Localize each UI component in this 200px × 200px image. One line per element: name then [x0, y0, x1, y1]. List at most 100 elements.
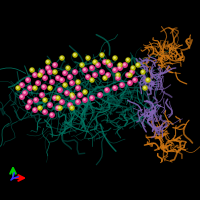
- Circle shape: [91, 67, 92, 68]
- Circle shape: [21, 84, 22, 85]
- Circle shape: [43, 86, 44, 87]
- Circle shape: [96, 63, 100, 67]
- Circle shape: [133, 78, 137, 82]
- Circle shape: [97, 64, 98, 65]
- Circle shape: [26, 105, 30, 109]
- Circle shape: [120, 83, 124, 87]
- Circle shape: [114, 57, 115, 58]
- Circle shape: [33, 86, 37, 90]
- Circle shape: [24, 92, 25, 93]
- Circle shape: [39, 107, 40, 108]
- Circle shape: [103, 76, 107, 80]
- Circle shape: [53, 63, 57, 67]
- Circle shape: [49, 104, 50, 105]
- Circle shape: [84, 99, 85, 100]
- Circle shape: [90, 66, 94, 70]
- Circle shape: [65, 91, 69, 95]
- Circle shape: [33, 73, 37, 77]
- Circle shape: [132, 67, 133, 68]
- Circle shape: [113, 68, 117, 72]
- Circle shape: [126, 73, 130, 77]
- Circle shape: [76, 80, 80, 84]
- Circle shape: [87, 76, 88, 77]
- Circle shape: [66, 66, 70, 70]
- Circle shape: [49, 71, 50, 72]
- Circle shape: [64, 84, 65, 85]
- Circle shape: [79, 94, 80, 95]
- Circle shape: [91, 97, 92, 98]
- Circle shape: [26, 78, 30, 82]
- Circle shape: [77, 81, 78, 82]
- Circle shape: [137, 64, 138, 65]
- Circle shape: [28, 86, 32, 90]
- Circle shape: [98, 93, 102, 97]
- Circle shape: [78, 93, 82, 97]
- Circle shape: [47, 61, 48, 62]
- Circle shape: [113, 86, 117, 90]
- Circle shape: [116, 76, 120, 80]
- Circle shape: [34, 87, 35, 88]
- Circle shape: [23, 91, 27, 95]
- Circle shape: [127, 74, 128, 75]
- Circle shape: [46, 60, 50, 64]
- Circle shape: [34, 109, 35, 110]
- Circle shape: [38, 73, 42, 77]
- Circle shape: [147, 79, 148, 80]
- Circle shape: [101, 71, 102, 72]
- Circle shape: [129, 74, 130, 75]
- Circle shape: [121, 84, 122, 85]
- Circle shape: [93, 60, 97, 64]
- Circle shape: [94, 74, 95, 75]
- Circle shape: [37, 82, 38, 83]
- Circle shape: [30, 68, 34, 72]
- Circle shape: [35, 99, 36, 100]
- Circle shape: [27, 106, 28, 107]
- Circle shape: [90, 78, 94, 82]
- Circle shape: [108, 63, 112, 67]
- Circle shape: [71, 95, 75, 99]
- Circle shape: [118, 63, 122, 67]
- Circle shape: [119, 67, 120, 68]
- Circle shape: [28, 100, 32, 104]
- Circle shape: [20, 95, 24, 99]
- Circle shape: [60, 100, 64, 104]
- Circle shape: [53, 70, 57, 74]
- Circle shape: [72, 96, 73, 97]
- Circle shape: [104, 61, 105, 62]
- Circle shape: [64, 72, 65, 73]
- Circle shape: [51, 114, 52, 115]
- Circle shape: [57, 77, 58, 78]
- Circle shape: [54, 64, 55, 65]
- Circle shape: [40, 93, 44, 97]
- Circle shape: [29, 87, 30, 88]
- Circle shape: [126, 58, 130, 62]
- Circle shape: [63, 83, 67, 87]
- Circle shape: [83, 90, 87, 94]
- Circle shape: [33, 108, 37, 112]
- Circle shape: [106, 89, 107, 90]
- Circle shape: [128, 73, 132, 77]
- Circle shape: [53, 96, 57, 100]
- Circle shape: [61, 79, 62, 80]
- Circle shape: [16, 86, 20, 90]
- Circle shape: [60, 56, 64, 60]
- Circle shape: [31, 69, 32, 70]
- Circle shape: [131, 71, 132, 72]
- Circle shape: [56, 106, 60, 110]
- Circle shape: [63, 71, 67, 75]
- Circle shape: [114, 69, 115, 70]
- Circle shape: [80, 63, 84, 67]
- Circle shape: [74, 71, 75, 72]
- Circle shape: [106, 60, 110, 64]
- Circle shape: [130, 70, 134, 74]
- Circle shape: [68, 103, 72, 107]
- Circle shape: [59, 107, 60, 108]
- Circle shape: [143, 86, 147, 90]
- Circle shape: [146, 78, 150, 82]
- Circle shape: [44, 77, 45, 78]
- Circle shape: [70, 93, 74, 97]
- Circle shape: [128, 81, 132, 85]
- Circle shape: [106, 73, 110, 77]
- Circle shape: [42, 85, 46, 89]
- Circle shape: [109, 64, 110, 65]
